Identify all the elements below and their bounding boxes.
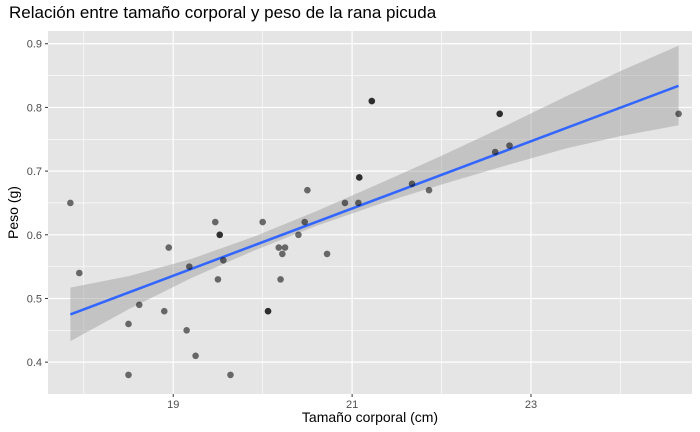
axes: 19 21 23 0.4 0.5 0.6 0.7 0.8 0.9	[27, 39, 537, 411]
data-point	[408, 180, 416, 188]
data-point	[281, 244, 289, 251]
data-point	[160, 307, 168, 315]
data-point	[496, 110, 503, 118]
data-point	[135, 301, 143, 309]
data-point	[227, 371, 234, 379]
data-point	[186, 263, 193, 270]
data-point	[275, 244, 283, 251]
data-point	[67, 199, 74, 207]
plot-panel	[48, 31, 692, 394]
data-point	[425, 186, 433, 194]
data-point	[295, 231, 302, 239]
regression-line	[69, 84, 680, 316]
y-tick-label: 0.9	[27, 39, 42, 51]
y-axis-title: Peso (g)	[5, 186, 21, 239]
data-point	[211, 218, 219, 226]
panel-background	[48, 31, 692, 394]
data-point	[192, 352, 199, 360]
data-point	[368, 97, 376, 105]
data-point	[675, 110, 682, 118]
data-point	[125, 320, 132, 328]
y-tick-label: 0.8	[27, 102, 42, 114]
data-point	[279, 250, 286, 258]
data-point	[259, 218, 266, 226]
data-point	[76, 269, 83, 277]
scatter-points	[67, 97, 682, 379]
data-point	[214, 276, 222, 283]
x-tick-label: 21	[346, 399, 358, 411]
y-tick-label: 0.7	[27, 166, 42, 178]
data-point	[323, 250, 331, 258]
data-point	[165, 244, 173, 251]
data-point	[277, 276, 284, 283]
x-tick-label: 23	[525, 399, 537, 411]
data-point	[220, 256, 227, 264]
y-tick-label: 0.5	[27, 293, 42, 305]
confidence-band	[70, 45, 679, 342]
y-tick-label: 0.4	[27, 357, 42, 369]
data-point	[506, 142, 513, 149]
data-point	[355, 199, 362, 207]
data-point	[304, 186, 311, 194]
confidence-band-area	[70, 45, 679, 342]
data-point	[341, 199, 349, 207]
y-tick-label: 0.6	[27, 230, 42, 242]
chart-title: Relación entre tamaño corporal y peso de…	[9, 3, 437, 22]
x-tick-label: 19	[167, 399, 179, 411]
data-point	[301, 218, 309, 226]
data-point	[264, 307, 272, 315]
data-point	[355, 174, 363, 181]
regression-line-path	[69, 84, 680, 316]
data-point	[216, 231, 224, 239]
data-point	[183, 327, 190, 334]
x-axis-title: Tamaño corporal (cm)	[302, 409, 438, 425]
data-point	[125, 371, 132, 379]
data-point	[491, 148, 499, 156]
